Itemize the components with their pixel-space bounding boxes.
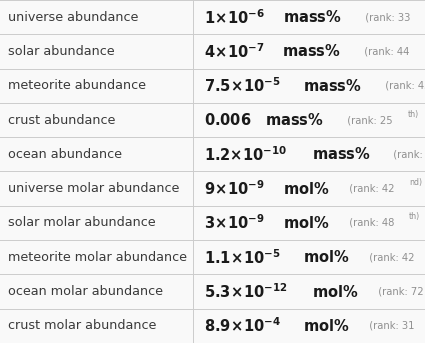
Text: universe abundance: universe abundance (8, 11, 138, 24)
Text: $\mathbf{3\!\times\!10^{-9}}$: $\mathbf{3\!\times\!10^{-9}}$ (204, 214, 265, 232)
Text: ocean abundance: ocean abundance (8, 148, 122, 161)
Text: (rank: 48: (rank: 48 (343, 218, 394, 228)
Text: $\mathbf{ mol\%}$: $\mathbf{ mol\%}$ (283, 215, 329, 231)
Text: solar molar abundance: solar molar abundance (8, 216, 155, 229)
Text: (rank: 44: (rank: 44 (358, 46, 410, 57)
Text: $\mathbf{ mass\%}$: $\mathbf{ mass\%}$ (303, 78, 362, 94)
Text: (rank: 72: (rank: 72 (372, 286, 423, 297)
Text: $\mathbf{1\!\times\!10^{-6}}$: $\mathbf{1\!\times\!10^{-6}}$ (204, 8, 265, 26)
Text: $\mathbf{9\!\times\!10^{-9}}$: $\mathbf{9\!\times\!10^{-9}}$ (204, 179, 265, 198)
Text: meteorite molar abundance: meteorite molar abundance (8, 251, 187, 264)
Text: (rank: 42: (rank: 42 (363, 252, 414, 262)
Text: crust abundance: crust abundance (8, 114, 115, 127)
Text: $\mathbf{ mol\%}$: $\mathbf{ mol\%}$ (312, 284, 358, 299)
Text: universe molar abundance: universe molar abundance (8, 182, 179, 195)
Text: $\mathbf{ mass\%}$: $\mathbf{ mass\%}$ (282, 44, 341, 59)
Text: $\mathbf{1.1\!\times\!10^{-5}}$: $\mathbf{1.1\!\times\!10^{-5}}$ (204, 248, 280, 267)
Text: ocean molar abundance: ocean molar abundance (8, 285, 163, 298)
Text: (rank: 25: (rank: 25 (341, 115, 393, 125)
Text: th): th) (409, 212, 420, 222)
Text: $\mathbf{ mass\%}$: $\mathbf{ mass\%}$ (283, 9, 342, 25)
Text: meteorite abundance: meteorite abundance (8, 79, 146, 92)
Text: $\mathbf{ mass\%}$: $\mathbf{ mass\%}$ (312, 146, 370, 162)
Text: $\mathbf{ mol\%}$: $\mathbf{ mol\%}$ (303, 249, 349, 265)
Text: solar abundance: solar abundance (8, 45, 114, 58)
Text: (rank: 33: (rank: 33 (359, 12, 410, 22)
Text: $\mathbf{1.2\!\times\!10^{-10}}$: $\mathbf{1.2\!\times\!10^{-10}}$ (204, 145, 287, 164)
Text: (rank: 43: (rank: 43 (379, 81, 425, 91)
Text: (rank: 59: (rank: 59 (387, 149, 425, 159)
Text: $\mathbf{ mass\%}$: $\mathbf{ mass\%}$ (265, 112, 324, 128)
Text: $\mathbf{8.9\!\times\!10^{-4}}$: $\mathbf{8.9\!\times\!10^{-4}}$ (204, 317, 281, 335)
Text: $\mathbf{ mol\%}$: $\mathbf{ mol\%}$ (283, 181, 329, 197)
Text: nd): nd) (409, 178, 422, 187)
Text: $\mathbf{7.5\!\times\!10^{-5}}$: $\mathbf{7.5\!\times\!10^{-5}}$ (204, 76, 280, 95)
Text: (rank: 31: (rank: 31 (363, 321, 415, 331)
Text: crust molar abundance: crust molar abundance (8, 319, 156, 332)
Text: $\mathbf{ mol\%}$: $\mathbf{ mol\%}$ (303, 318, 350, 334)
Text: (rank: 42: (rank: 42 (343, 184, 394, 194)
Text: th): th) (408, 109, 419, 119)
Text: $\mathbf{4\!\times\!10^{-7}}$: $\mathbf{4\!\times\!10^{-7}}$ (204, 42, 265, 61)
Text: $\mathbf{5.3\!\times\!10^{-12}}$: $\mathbf{5.3\!\times\!10^{-12}}$ (204, 282, 287, 301)
Text: $\mathbf{0.006}$: $\mathbf{0.006}$ (204, 112, 252, 128)
